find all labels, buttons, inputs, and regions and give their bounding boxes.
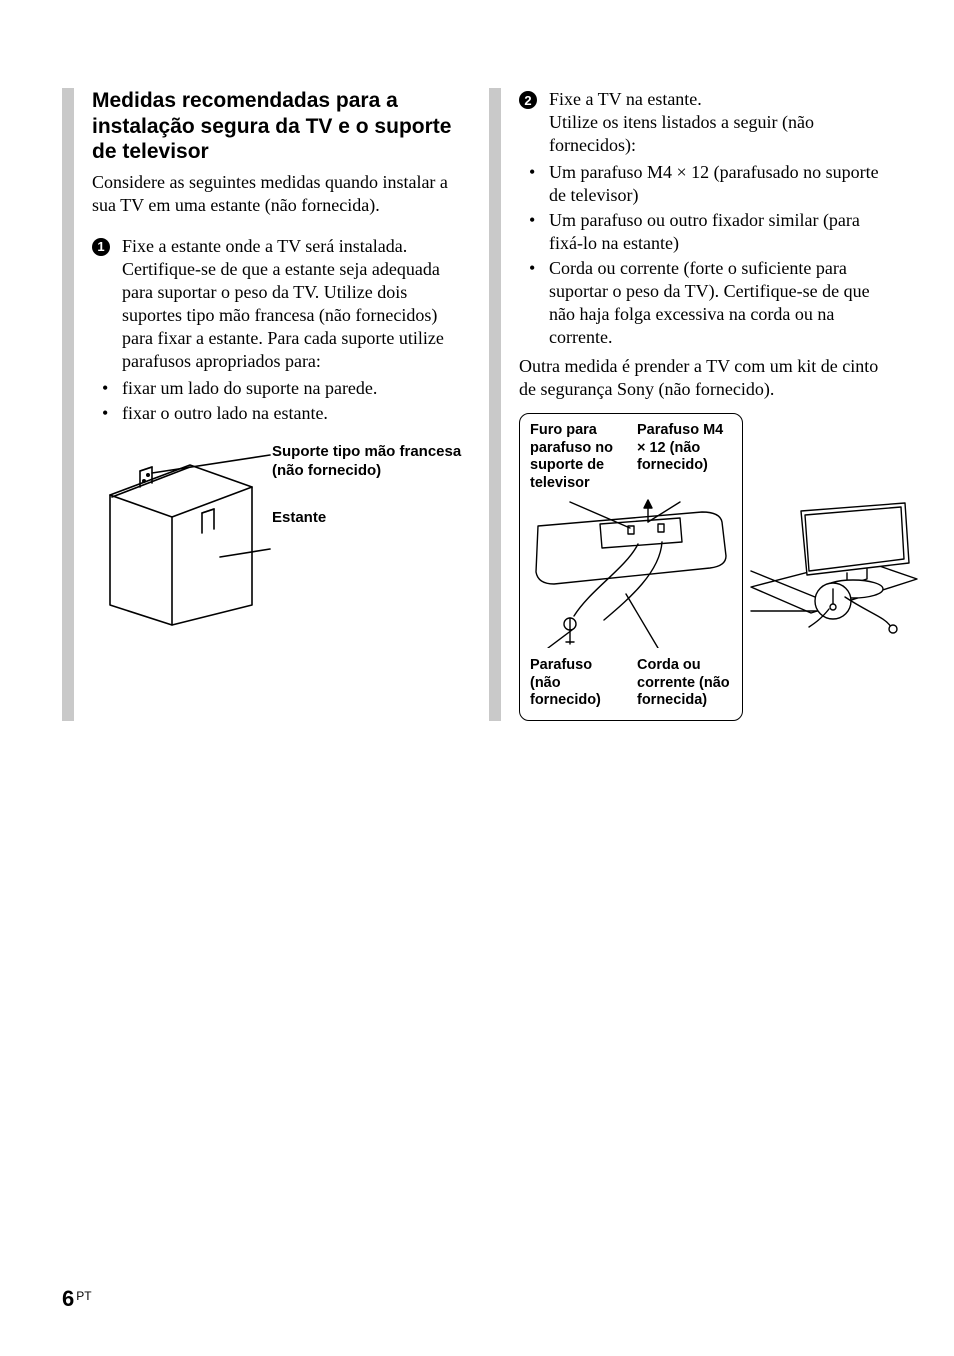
figure-2-callout-box: Furo para parafuso no suporte de televis…	[519, 413, 743, 720]
figure-1-drawing	[92, 437, 272, 632]
step-1-text: Fixe a estante onde a TV será instalada.…	[122, 235, 465, 373]
step-2-line-b: Utilize os itens listados a seguir (não …	[549, 112, 814, 155]
step-2-bullets: Um parafuso M4 × 12 (parafusado no supor…	[519, 161, 892, 349]
bullet-item: Corda ou corrente (forte o suficiente pa…	[519, 257, 892, 349]
step-1-bullets: fixar um lado do suporte na parede. fixa…	[92, 377, 465, 425]
right-column: 2 Fixe a TV na estante. Utilize os itens…	[489, 88, 892, 721]
step-2-line-a: Fixe a TV na estante.	[549, 89, 702, 109]
figure-2-tv-drawing	[749, 501, 919, 646]
figure-1-labels: Suporte tipo mão francesa (não fornecido…	[272, 437, 465, 527]
step-number-2-icon: 2	[519, 91, 537, 109]
intro-paragraph: Considere as seguintes medidas quando in…	[92, 171, 465, 217]
bullet-item: fixar um lado do suporte na parede.	[92, 377, 465, 400]
label-screw-not-supplied: Parafuso (não fornecido)	[530, 657, 625, 709]
page-number: 6PT	[62, 1286, 92, 1312]
left-column: Medidas recomendadas para a instalação s…	[62, 88, 465, 721]
page-lang-suffix: PT	[76, 1289, 91, 1303]
outro-paragraph: Outra medida é prender a TV com um kit d…	[519, 355, 892, 401]
bullet-item: Um parafuso ou outro fixador similar (pa…	[519, 209, 892, 255]
column-side-bar	[489, 88, 501, 721]
bullet-item: fixar o outro lado na estante.	[92, 402, 465, 425]
label-cord-chain: Corda ou corrente (não fornecida)	[637, 657, 732, 709]
label-bracket: Suporte tipo mão francesa (não fornecido…	[272, 443, 465, 481]
page-number-value: 6	[62, 1286, 74, 1311]
figure-stand-bracket: Suporte tipo mão francesa (não fornecido…	[92, 437, 465, 632]
step-1: 1 Fixe a estante onde a TV será instalad…	[92, 235, 465, 373]
left-column-content: Medidas recomendadas para a instalação s…	[74, 88, 465, 721]
label-m4-screw: Parafuso M4 × 12 (não fornecido)	[637, 422, 732, 492]
right-column-content: 2 Fixe a TV na estante. Utilize os itens…	[501, 88, 892, 721]
section-heading: Medidas recomendadas para a instalação s…	[92, 88, 465, 165]
figure-2-base-drawing	[530, 498, 732, 653]
column-side-bar	[62, 88, 74, 721]
step-2-text: Fixe a TV na estante. Utilize os itens l…	[549, 88, 892, 157]
label-screw-hole: Furo para parafuso no suporte de televis…	[530, 422, 625, 492]
step-number-1-icon: 1	[92, 238, 110, 256]
figure-tv-secure: Furo para parafuso no suporte de televis…	[519, 413, 892, 720]
label-stand: Estante	[272, 509, 465, 528]
bullet-item: Um parafuso M4 × 12 (parafusado no supor…	[519, 161, 892, 207]
step-2: 2 Fixe a TV na estante. Utilize os itens…	[519, 88, 892, 157]
page-body: Medidas recomendadas para a instalação s…	[0, 0, 954, 721]
